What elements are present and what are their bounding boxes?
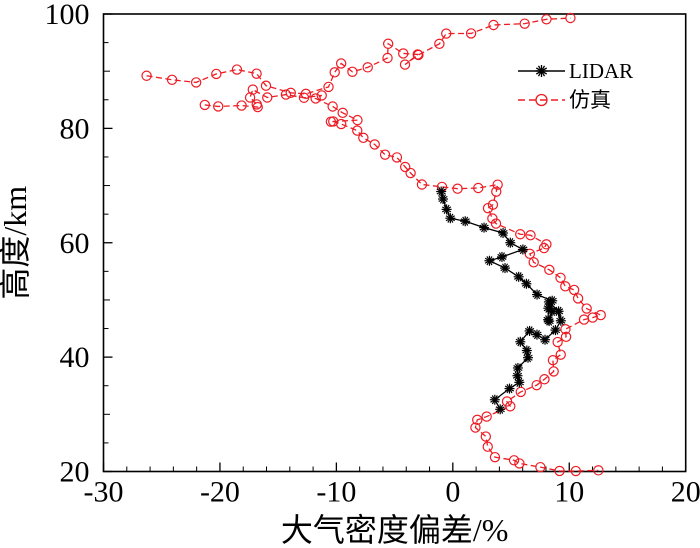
svg-text:高度/km: 高度/km bbox=[0, 186, 33, 300]
svg-text:-30: -30 bbox=[84, 476, 124, 509]
svg-text:LIDAR: LIDAR bbox=[569, 59, 633, 83]
svg-text:60: 60 bbox=[60, 227, 90, 260]
svg-text:10: 10 bbox=[554, 476, 584, 509]
svg-text:-10: -10 bbox=[316, 476, 356, 509]
svg-text:20: 20 bbox=[60, 456, 90, 489]
svg-text:80: 80 bbox=[60, 112, 90, 145]
svg-text:-20: -20 bbox=[200, 476, 240, 509]
svg-text:40: 40 bbox=[60, 341, 90, 374]
svg-text:大气密度偏差/%: 大气密度偏差/% bbox=[281, 512, 509, 548]
svg-text:100: 100 bbox=[45, 0, 90, 31]
svg-text:0: 0 bbox=[445, 476, 460, 509]
svg-text:20: 20 bbox=[671, 476, 700, 509]
svg-text:仿真: 仿真 bbox=[569, 88, 611, 112]
